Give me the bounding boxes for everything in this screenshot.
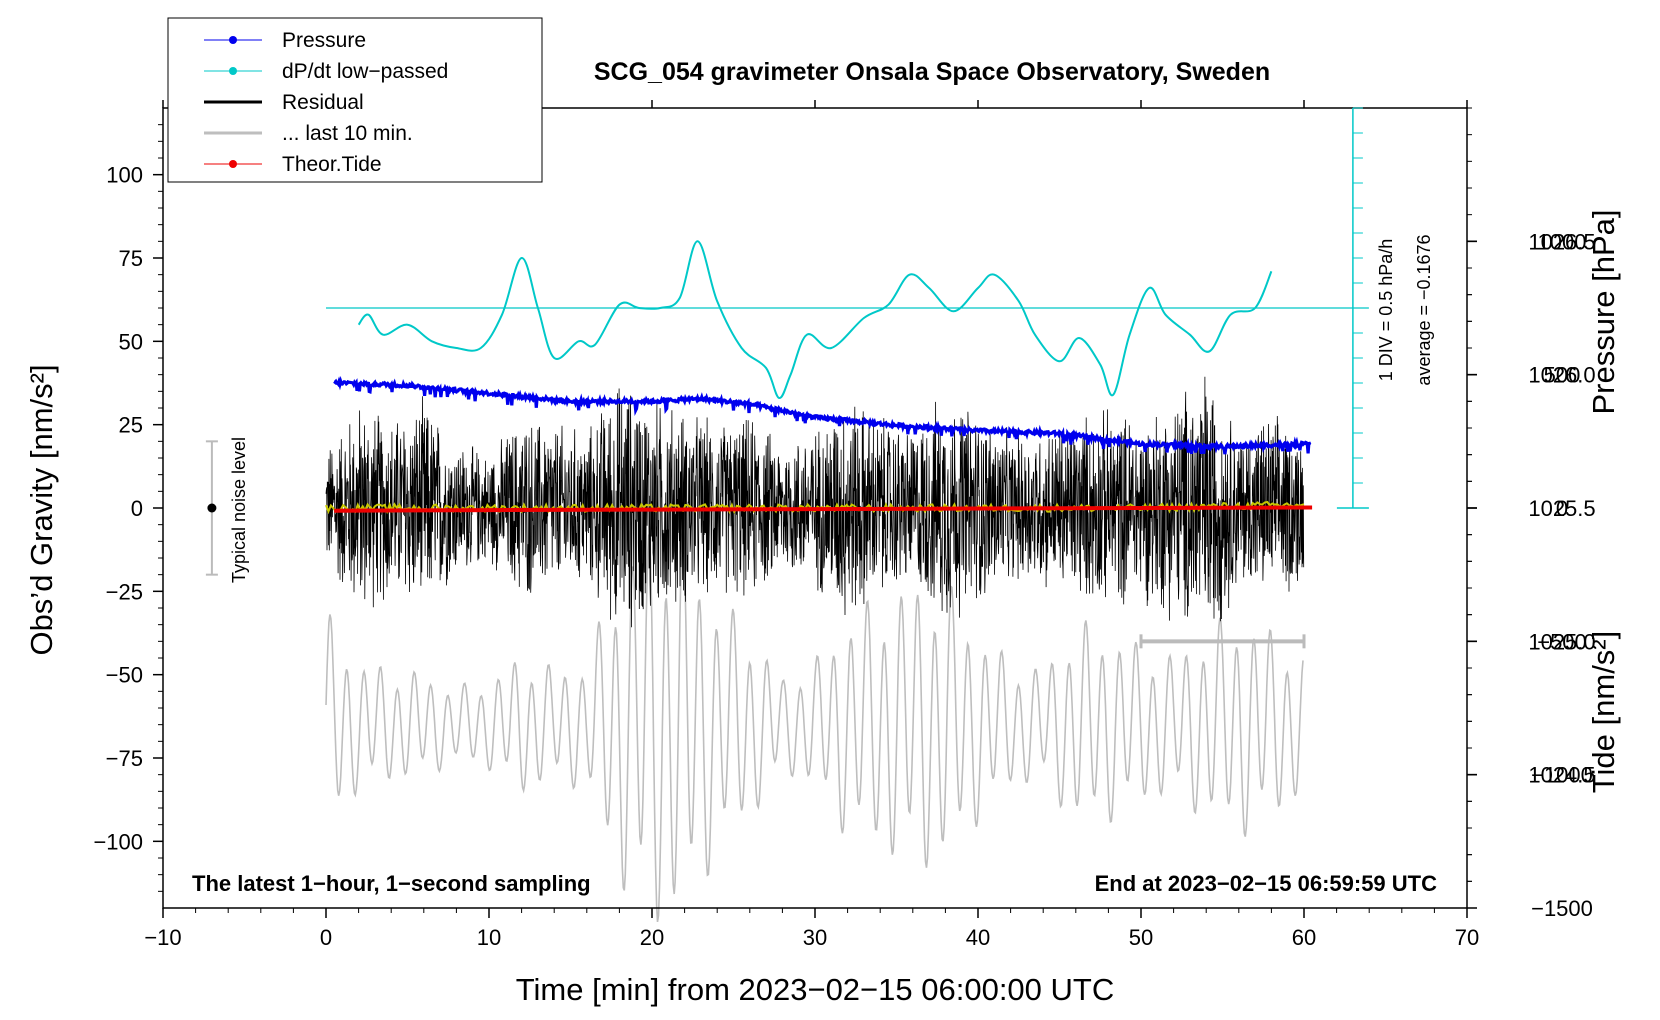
- x-tick-label: 0: [320, 925, 332, 950]
- tide-tick-label: −1500: [1531, 896, 1593, 921]
- y-tick-label: 0: [131, 496, 143, 521]
- x-tick-label: 30: [803, 925, 827, 950]
- x-tick-label: 50: [1129, 925, 1153, 950]
- y-tick-label: 25: [119, 413, 143, 438]
- tide-tick-label: −1000: [1531, 763, 1593, 788]
- y-tick-label: 75: [119, 246, 143, 271]
- tide-axis-label: Tide [nm/s²]: [1586, 631, 1621, 794]
- legend: Pressure dP/dt low−passed Residual ... last…: [167, 17, 543, 183]
- legend-label: Theor.Tide: [282, 153, 382, 176]
- dpdt-line: [357, 240, 1273, 399]
- x-tick-label: 60: [1292, 925, 1316, 950]
- pressure-tick-label: 1026.5: [1528, 229, 1595, 254]
- legend-label: Pressure: [282, 29, 366, 52]
- y-tick-label: 50: [119, 329, 143, 354]
- noise-level-dot: [207, 503, 217, 513]
- chart-title: SCG_054 gravimeter Onsala Space Observat…: [594, 58, 1270, 86]
- end-time-note: End at 2023−02−15 06:59:59 UTC: [1095, 871, 1438, 896]
- axis-ticks: −10 0 10 20 30 40 50 60 701007550250−25−50−75−10…: [93, 100, 1596, 950]
- sampling-note: The latest 1−hour, 1−second sampling: [192, 871, 591, 896]
- tide-tick-label: 1000: [1538, 229, 1587, 254]
- upper-traces: [326, 240, 1369, 455]
- lower-traces: [325, 376, 1313, 923]
- legend-marker: [229, 67, 237, 75]
- pressure-line: [333, 375, 1312, 455]
- x-tick-label: 10: [477, 925, 501, 950]
- legend-label: dP/dt low−passed: [282, 60, 448, 83]
- annotations: [205, 107, 1369, 649]
- x-axis-label: Time [min] from 2023−02−15 06:00:00 UTC: [516, 972, 1115, 1007]
- x-tick-label: −10: [144, 925, 181, 950]
- residual-line: [325, 376, 1305, 628]
- noise-level-label: Typical noise level: [229, 437, 249, 583]
- tide-tick-label: −500: [1537, 629, 1587, 654]
- y-tick-label: −25: [106, 579, 143, 604]
- pressure-tick-label: 1025.0: [1528, 629, 1595, 654]
- legend-box: [167, 17, 543, 183]
- y-axis-label: Obs’d Gravity [nm/s²]: [24, 364, 59, 655]
- y-tick-label: −50: [106, 663, 143, 688]
- dpdt-average-label: average = −0.1676: [1414, 234, 1434, 385]
- x-tick-label: 20: [640, 925, 664, 950]
- tide-tick-label: 500: [1544, 363, 1581, 388]
- x-tick-label: 40: [966, 925, 990, 950]
- pressure-tick-label: 1024.5: [1528, 763, 1595, 788]
- last-10-min-line: [325, 528, 1304, 923]
- y-tick-label: −100: [93, 829, 143, 854]
- y-tick-label: −75: [106, 746, 143, 771]
- dpdt-scale-label: 1 DIV = 0.5 hPa/h: [1376, 239, 1396, 382]
- theor-tide-line: [334, 505, 1313, 513]
- legend-marker: [229, 160, 237, 168]
- y-tick-label: 100: [106, 163, 143, 188]
- legend-label: ... last 10 min.: [282, 122, 413, 145]
- tide-tick-label: 0: [1556, 496, 1568, 521]
- pressure-axis-label: Pressure [hPa]: [1586, 209, 1621, 414]
- legend-label: Residual: [282, 91, 364, 114]
- x-tick-label: 70: [1455, 925, 1479, 950]
- pressure-tick-label: 1026.0: [1528, 363, 1595, 388]
- legend-marker: [229, 36, 237, 44]
- pressure-tick-label: 1025.5: [1528, 496, 1595, 521]
